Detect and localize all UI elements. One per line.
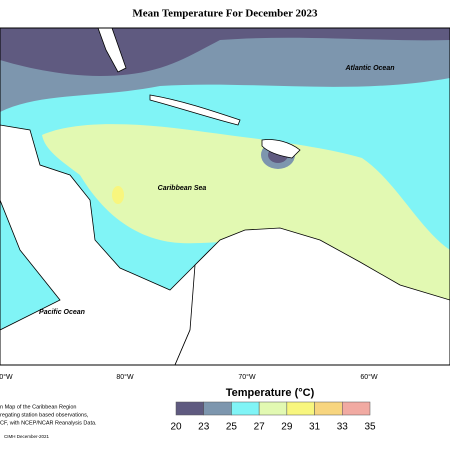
credit: CIMH December-2021 bbox=[4, 434, 50, 439]
colorbar: 20 23 25 27 29 31 33 35 bbox=[170, 401, 376, 433]
longitude-labels: 0°W 80°W 70°W 60°W bbox=[0, 373, 378, 381]
footer: n Map of the Caribbean Region regating st… bbox=[0, 404, 97, 439]
cuba bbox=[149, 94, 241, 126]
footer-line: CF, with NCEP/NCAR Reanalysis Data. bbox=[0, 420, 97, 426]
legend-tick: 27 bbox=[254, 422, 266, 433]
footer-line: n Map of the Caribbean Region bbox=[0, 404, 76, 410]
color-box bbox=[314, 401, 343, 416]
color-box bbox=[342, 401, 371, 416]
color-box bbox=[175, 401, 204, 416]
hispaniola bbox=[261, 139, 301, 159]
longitude-label: 70°W bbox=[238, 373, 256, 381]
legend-tick: 29 bbox=[281, 422, 293, 433]
color-box bbox=[258, 401, 288, 416]
ocean-label: Pacific Ocean bbox=[39, 309, 85, 316]
color-box bbox=[231, 401, 260, 416]
legend-tick: 33 bbox=[337, 422, 349, 433]
map-frame bbox=[0, 27, 450, 366]
title: Mean Temperature For December 2023 bbox=[132, 8, 318, 20]
ocean-labels: Atlantic Ocean Caribbean Sea Pacific Oce… bbox=[39, 65, 394, 316]
legend-tick: 20 bbox=[170, 422, 182, 433]
footer-line: regating station based observations, bbox=[0, 412, 89, 418]
ocean-label: Atlantic Ocean bbox=[344, 65, 394, 72]
map: Atlantic Ocean Caribbean Sea Pacific Oce… bbox=[0, 27, 450, 366]
color-box bbox=[203, 401, 232, 416]
longitude-label: 0°W bbox=[0, 373, 13, 381]
legend-tick: 35 bbox=[364, 422, 376, 433]
legend-tick: 25 bbox=[226, 422, 238, 433]
legend-tick: 23 bbox=[198, 422, 210, 433]
hot-spot bbox=[112, 186, 124, 204]
legend-title: Temperature (°C) bbox=[226, 387, 315, 399]
south-america bbox=[174, 227, 450, 366]
ocean-label: Caribbean Sea bbox=[158, 185, 207, 192]
longitude-label: 60°W bbox=[360, 373, 378, 381]
color-box bbox=[286, 401, 315, 416]
longitude-label: 80°W bbox=[116, 373, 134, 381]
legend-tick: 31 bbox=[309, 422, 321, 433]
